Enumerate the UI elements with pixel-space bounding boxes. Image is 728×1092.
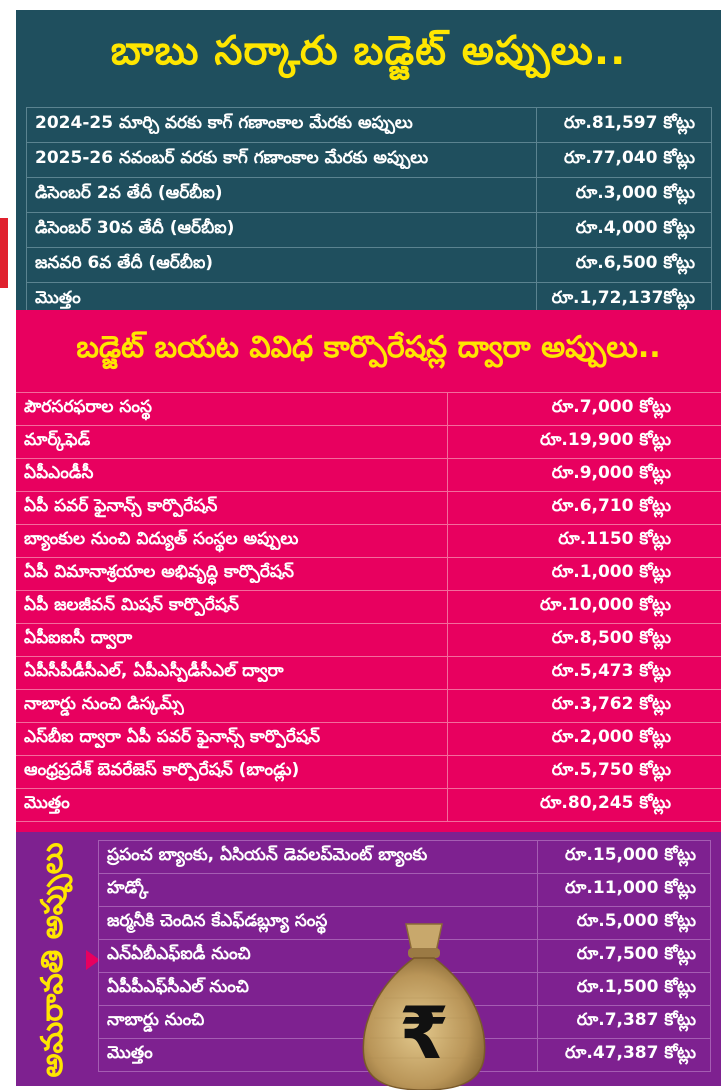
corporation-debts-table: పౌరసరఫరాల సంస్థ రూ.7,000 కోట్లు మార్క్‌ఫెడ… [16,392,721,822]
row-label: మొత్తం [98,1038,538,1072]
row-label: ఆంధ్రప్రదేశ్ బెవరేజెస్ కార్పొరేషన్ (బాండ… [16,755,448,789]
table-row: మొత్తం రూ.47,387 కోట్లు [98,1038,711,1072]
table-row: ఎస్‌బీఐ ద్వారా ఏపీ పవర్ ఫైనాన్స్ కార్పొర… [16,722,721,756]
table-row: డిసెంబర్ 2వ తేదీ (ఆర్‌బీఐ) రూ.3,000 కోట్ల… [26,177,712,213]
row-label: ఏపీఐఐసీ ద్వారా [16,623,448,657]
row-amount: రూ.80,245 కోట్లు [447,788,721,822]
row-label: ఏపీపీఎఫ్‌సీఎల్ నుంచి [98,972,538,1006]
row-amount: రూ.81,597 కోట్లు [536,107,712,143]
table-row: 2025-26 నవంబర్ వరకు కాగ్ గణాంకాల మేరకు అ… [26,142,712,178]
row-amount: రూ.6,500 కోట్లు [536,247,712,283]
row-label: జనవరి 6వ తేదీ (ఆర్‌బీఐ) [26,247,537,283]
row-amount: రూ.7,387 కోట్లు [537,1005,711,1039]
side-accent-bar [0,218,8,288]
row-label: డిసెంబర్ 30వ తేదీ (ఆర్‌బీఐ) [26,212,537,248]
row-label: 2024-25 మార్చి వరకు కాగ్ గణాంకాల మేరకు అ… [26,107,537,143]
row-amount: రూ.10,000 కోట్లు [447,590,721,624]
row-label: ఎన్ఏబీఎఫ్ఐడీ నుంచి [98,939,538,973]
row-amount: రూ.19,900 కోట్లు [447,425,721,459]
table-row: ఏపీ విమానాశ్రయాల అభివృద్ధి కార్పొరేషన్ రూ… [16,557,721,591]
row-label: ఏపీ జలజీవన్ మిషన్ కార్పొరేషన్ [16,590,448,624]
budget-debts-title: బాబు సర్కారు బడ్జెట్ అప్పులు.. [110,28,627,74]
row-amount: రూ.1,500 కోట్లు [537,972,711,1006]
pointer-arrow-icon [86,950,100,970]
table-row: నాబార్డు నుంచి డిస్కమ్స్ రూ.3,762 కోట్లు [16,689,721,723]
row-amount: రూ.5,750 కోట్లు [447,755,721,789]
table-row: ఏపీ పవర్ ఫైనాన్స్ కార్పొరేషన్ రూ.6,710 కో… [16,491,721,525]
row-amount: రూ.3,762 కోట్లు [447,689,721,723]
row-amount: రూ.8,500 కోట్లు [447,623,721,657]
table-row: మార్క్‌ఫెడ్ రూ.19,900 కోట్లు [16,425,721,459]
table-row: ప్రపంచ బ్యాంకు, ఏసియన్ డెవలప్‌మెంట్ బ్యా… [98,840,711,874]
table-row: పౌరసరఫరాల సంస్థ రూ.7,000 కోట్లు [16,392,721,426]
amaravati-debts-section: అమరావతి అప్పులు ప్రపంచ బ్యాంకు, ఏసియన్ డ… [16,832,721,1086]
corporation-debts-title: బడ్జెట్ బయట వివిధ కార్పొరేషన్ల ద్వారా అప… [76,330,661,365]
table-row: నాబార్డు నుంచి రూ.7,387 కోట్లు [98,1005,711,1039]
amaravati-side-label-text: అమరావతి అప్పులు [35,842,70,1078]
row-label: బ్యాంకుల నుంచి విద్యుత్ సంస్థల అప్పులు [16,524,448,558]
row-label: నాబార్డు నుంచి [98,1005,538,1039]
budget-debts-table: 2024-25 మార్చి వరకు కాగ్ గణాంకాల మేరకు అ… [26,107,712,318]
table-row: ఏపీ జలజీవన్ మిషన్ కార్పొరేషన్ రూ.10,000 క… [16,590,721,624]
row-amount: రూ.77,040 కోట్లు [536,142,712,178]
row-label: 2025-26 నవంబర్ వరకు కాగ్ గణాంకాల మేరకు అ… [26,142,537,178]
row-amount: రూ.15,000 కోట్లు [537,840,711,874]
table-row: హడ్కో రూ.11,000 కోట్లు [98,873,711,907]
row-amount: రూ.1150 కోట్లు [447,524,721,558]
table-row: డిసెంబర్ 30వ తేదీ (ఆర్‌బీఐ) రూ.4,000 కోట్… [26,212,712,248]
row-amount: రూ.2,000 కోట్లు [447,722,721,756]
table-row: ఏపీఎండీసీ రూ.9,000 కోట్లు [16,458,721,492]
budget-debts-section: బాబు సర్కారు బడ్జెట్ అప్పులు.. 2024-25 మ… [16,10,721,318]
row-label: మొత్తం [16,788,448,822]
row-amount: రూ.9,000 కోట్లు [447,458,721,492]
row-label: హడ్కో [98,873,538,907]
row-amount: రూ.3,000 కోట్లు [536,177,712,213]
table-row: 2024-25 మార్చి వరకు కాగ్ గణాంకాల మేరకు అ… [26,107,712,143]
row-label: మార్క్‌ఫెడ్ [16,425,448,459]
table-row: బ్యాంకుల నుంచి విద్యుత్ సంస్థల అప్పులు రూ… [16,524,721,558]
row-label: ఏపీసీపీడీసీఎల్, ఏపీఎస్పీడీసీఎల్ ద్వారా [16,656,448,690]
table-row: ఆంధ్రప్రదేశ్ బెవరేజెస్ కార్పొరేషన్ (బాండ… [16,755,721,789]
row-amount: రూ.7,000 కోట్లు [447,392,721,426]
row-amount: రూ.5,000 కోట్లు [537,906,711,940]
row-label: డిసెంబర్ 2వ తేదీ (ఆర్‌బీఐ) [26,177,537,213]
table-row: ఏపీసీపీడీసీఎల్, ఏపీఎస్పీడీసీఎల్ ద్వారా రూ… [16,656,721,690]
table-row: ఏపీపీఎఫ్‌సీఎల్ నుంచి రూ.1,500 కోట్లు [98,972,711,1006]
row-label: ఏపీ విమానాశ్రయాల అభివృద్ధి కార్పొరేషన్ [16,557,448,591]
table-row: జర్మనీకి చెందిన కేఎఫ్‌డబ్ల్యూ సంస్థ రూ.5,… [98,906,711,940]
corporation-debts-section: బడ్జెట్ బయట వివిధ కార్పొరేషన్ల ద్వారా అప… [16,310,721,832]
table-row: మొత్తం రూ.80,245 కోట్లు [16,788,721,822]
row-label: ఏపీ పవర్ ఫైనాన్స్ కార్పొరేషన్ [16,491,448,525]
table-row: ఎన్ఏబీఎఫ్ఐడీ నుంచి రూ.7,500 కోట్లు [98,939,711,973]
amaravati-side-label: అమరావతి అప్పులు [34,843,78,1078]
table-row: జనవరి 6వ తేదీ (ఆర్‌బీఐ) రూ.6,500 కోట్లు [26,247,712,283]
row-amount: రూ.47,387 కోట్లు [537,1038,711,1072]
amaravati-debts-table: ప్రపంచ బ్యాంకు, ఏసియన్ డెవలప్‌మెంట్ బ్యా… [98,840,711,1072]
row-label: పౌరసరఫరాల సంస్థ [16,392,448,426]
row-amount: రూ.11,000 కోట్లు [537,873,711,907]
row-label: ప్రపంచ బ్యాంకు, ఏసియన్ డెవలప్‌మెంట్ బ్యా… [98,840,538,874]
row-amount: రూ.6,710 కోట్లు [447,491,721,525]
row-label: నాబార్డు నుంచి డిస్కమ్స్ [16,689,448,723]
row-amount: రూ.4,000 కోట్లు [536,212,712,248]
row-amount: రూ.7,500 కోట్లు [537,939,711,973]
row-label: ఎస్‌బీఐ ద్వారా ఏపీ పవర్ ఫైనాన్స్ కార్పొర… [16,722,448,756]
row-label: జర్మనీకి చెందిన కేఎఫ్‌డబ్ల్యూ సంస్థ [98,906,538,940]
table-row: ఏపీఐఐసీ ద్వారా రూ.8,500 కోట్లు [16,623,721,657]
row-amount: రూ.5,473 కోట్లు [447,656,721,690]
row-label: ఏపీఎండీసీ [16,458,448,492]
row-amount: రూ.1,000 కోట్లు [447,557,721,591]
